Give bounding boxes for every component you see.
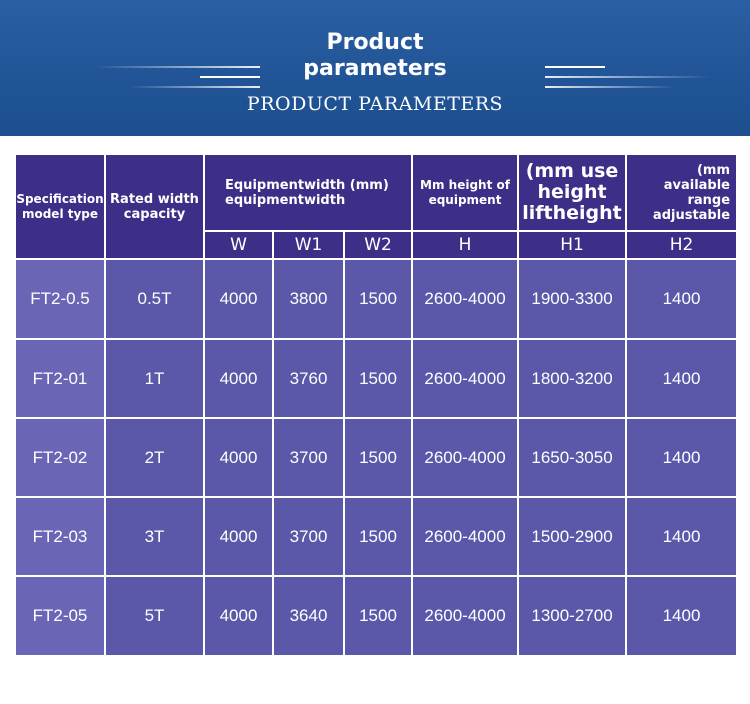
subheader-w1: W1: [272, 230, 345, 260]
decorative-line: [200, 76, 260, 78]
table-row: FT2-0.5 0.5T 4000 3800 1500 2600-4000 19…: [14, 258, 739, 340]
cell-w: 4000: [203, 258, 274, 340]
cell-h: 2600-4000: [411, 575, 520, 657]
title-line-1: Product: [326, 30, 424, 55]
decorative-line: [545, 66, 605, 68]
cell-model: FT2-05: [14, 575, 106, 657]
subheader-w: W: [203, 230, 274, 260]
decorative-line: [545, 76, 710, 78]
cell-h1: 1300-2700: [517, 575, 628, 657]
cell-capacity: 5T: [104, 575, 205, 657]
cell-w: 4000: [203, 417, 274, 498]
cell-h: 2600-4000: [411, 417, 520, 498]
cell-capacity: 3T: [104, 496, 205, 577]
cell-h2: 1400: [625, 496, 739, 577]
cell-w: 4000: [203, 496, 274, 577]
cell-w2: 1500: [342, 338, 414, 419]
cell-w1: 3700: [272, 496, 345, 577]
header-equipment-height: Mm height of equipment: [411, 153, 520, 232]
cell-w1: 3760: [272, 338, 345, 419]
cell-w1: 3700: [272, 417, 345, 498]
cell-h2: 1400: [625, 575, 739, 657]
cell-w: 4000: [203, 338, 274, 419]
cell-capacity: 1T: [104, 338, 205, 419]
cell-h2: 1400: [625, 258, 739, 340]
title-line-2: parameters: [303, 56, 447, 81]
cell-model: FT2-03: [14, 496, 106, 577]
cell-model: FT2-01: [14, 338, 106, 419]
table-row: FT2-05 5T 4000 3640 1500 2600-4000 1300-…: [14, 575, 739, 657]
cell-w2: 1500: [342, 258, 414, 340]
cell-capacity: 2T: [104, 417, 205, 498]
cell-h1: 1800-3200: [517, 338, 628, 419]
decorative-line: [545, 86, 675, 88]
header-rated-capacity: Rated width capacity: [104, 153, 205, 260]
cell-h1: 1500-2900: [517, 496, 628, 577]
cell-model: FT2-0.5: [14, 258, 106, 340]
cell-w2: 1500: [342, 575, 414, 657]
table-row: FT2-03 3T 4000 3700 1500 2600-4000 1500-…: [14, 496, 739, 577]
cell-h1: 1650-3050: [517, 417, 628, 498]
header-adjustable-range: (mm available range adjustable: [625, 153, 739, 232]
header-banner: Product parameters PRODUCT PARAMETERS: [0, 0, 750, 136]
cell-w1: 3800: [272, 258, 345, 340]
cell-h2: 1400: [625, 338, 739, 419]
header-lift-height: (mm use height liftheight: [517, 153, 628, 232]
cell-capacity: 0.5T: [104, 258, 205, 340]
cell-w2: 1500: [342, 417, 414, 498]
cell-model: FT2-02: [14, 417, 106, 498]
subheader-w2: W2: [342, 230, 414, 260]
cell-h: 2600-4000: [411, 496, 520, 577]
cell-h: 2600-4000: [411, 338, 520, 419]
product-parameters-table: Specification model type Rated width cap…: [14, 153, 739, 657]
table-subheader-row: W W1 W2 H H1 H2: [15, 230, 739, 260]
cell-w1: 3640: [272, 575, 345, 657]
decorative-line: [95, 66, 260, 68]
table-row: FT2-02 2T 4000 3700 1500 2600-4000 1650-…: [14, 417, 739, 498]
table-header-row: Specification model type Rated width cap…: [14, 153, 739, 260]
page-subtitle: PRODUCT PARAMETERS: [246, 93, 504, 115]
header-spec-model: Specification model type: [14, 153, 106, 260]
page-title: Product parameters: [0, 30, 750, 82]
cell-h1: 1900-3300: [517, 258, 628, 340]
header-equipment-width: Equipmentwidth (mm) equipmentwidth: [202, 153, 414, 232]
decorative-line: [130, 86, 260, 88]
subheader-h1: H1: [517, 230, 628, 260]
cell-w2: 1500: [342, 496, 414, 577]
cell-h2: 1400: [625, 417, 739, 498]
cell-h: 2600-4000: [411, 258, 520, 340]
table-row: FT2-01 1T 4000 3760 1500 2600-4000 1800-…: [14, 338, 739, 419]
subheader-h2: H2: [625, 230, 739, 260]
cell-w: 4000: [203, 575, 274, 657]
subheader-h: H: [411, 230, 520, 260]
